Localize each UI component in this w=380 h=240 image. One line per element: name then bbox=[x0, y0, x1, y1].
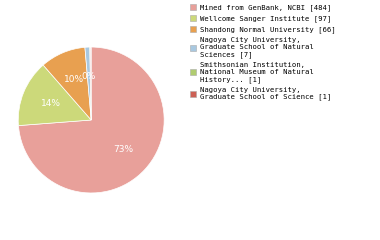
Wedge shape bbox=[18, 65, 91, 126]
Wedge shape bbox=[90, 47, 91, 120]
Text: 14%: 14% bbox=[41, 99, 61, 108]
Text: 0%: 0% bbox=[82, 72, 96, 81]
Wedge shape bbox=[90, 47, 91, 120]
Text: 73%: 73% bbox=[113, 145, 133, 154]
Wedge shape bbox=[19, 47, 164, 193]
Wedge shape bbox=[43, 47, 91, 120]
Legend: Mined from GenBank, NCBI [484], Wellcome Sanger Institute [97], Shandong Normal : Mined from GenBank, NCBI [484], Wellcome… bbox=[190, 4, 336, 100]
Wedge shape bbox=[85, 47, 91, 120]
Text: 10%: 10% bbox=[64, 75, 84, 84]
